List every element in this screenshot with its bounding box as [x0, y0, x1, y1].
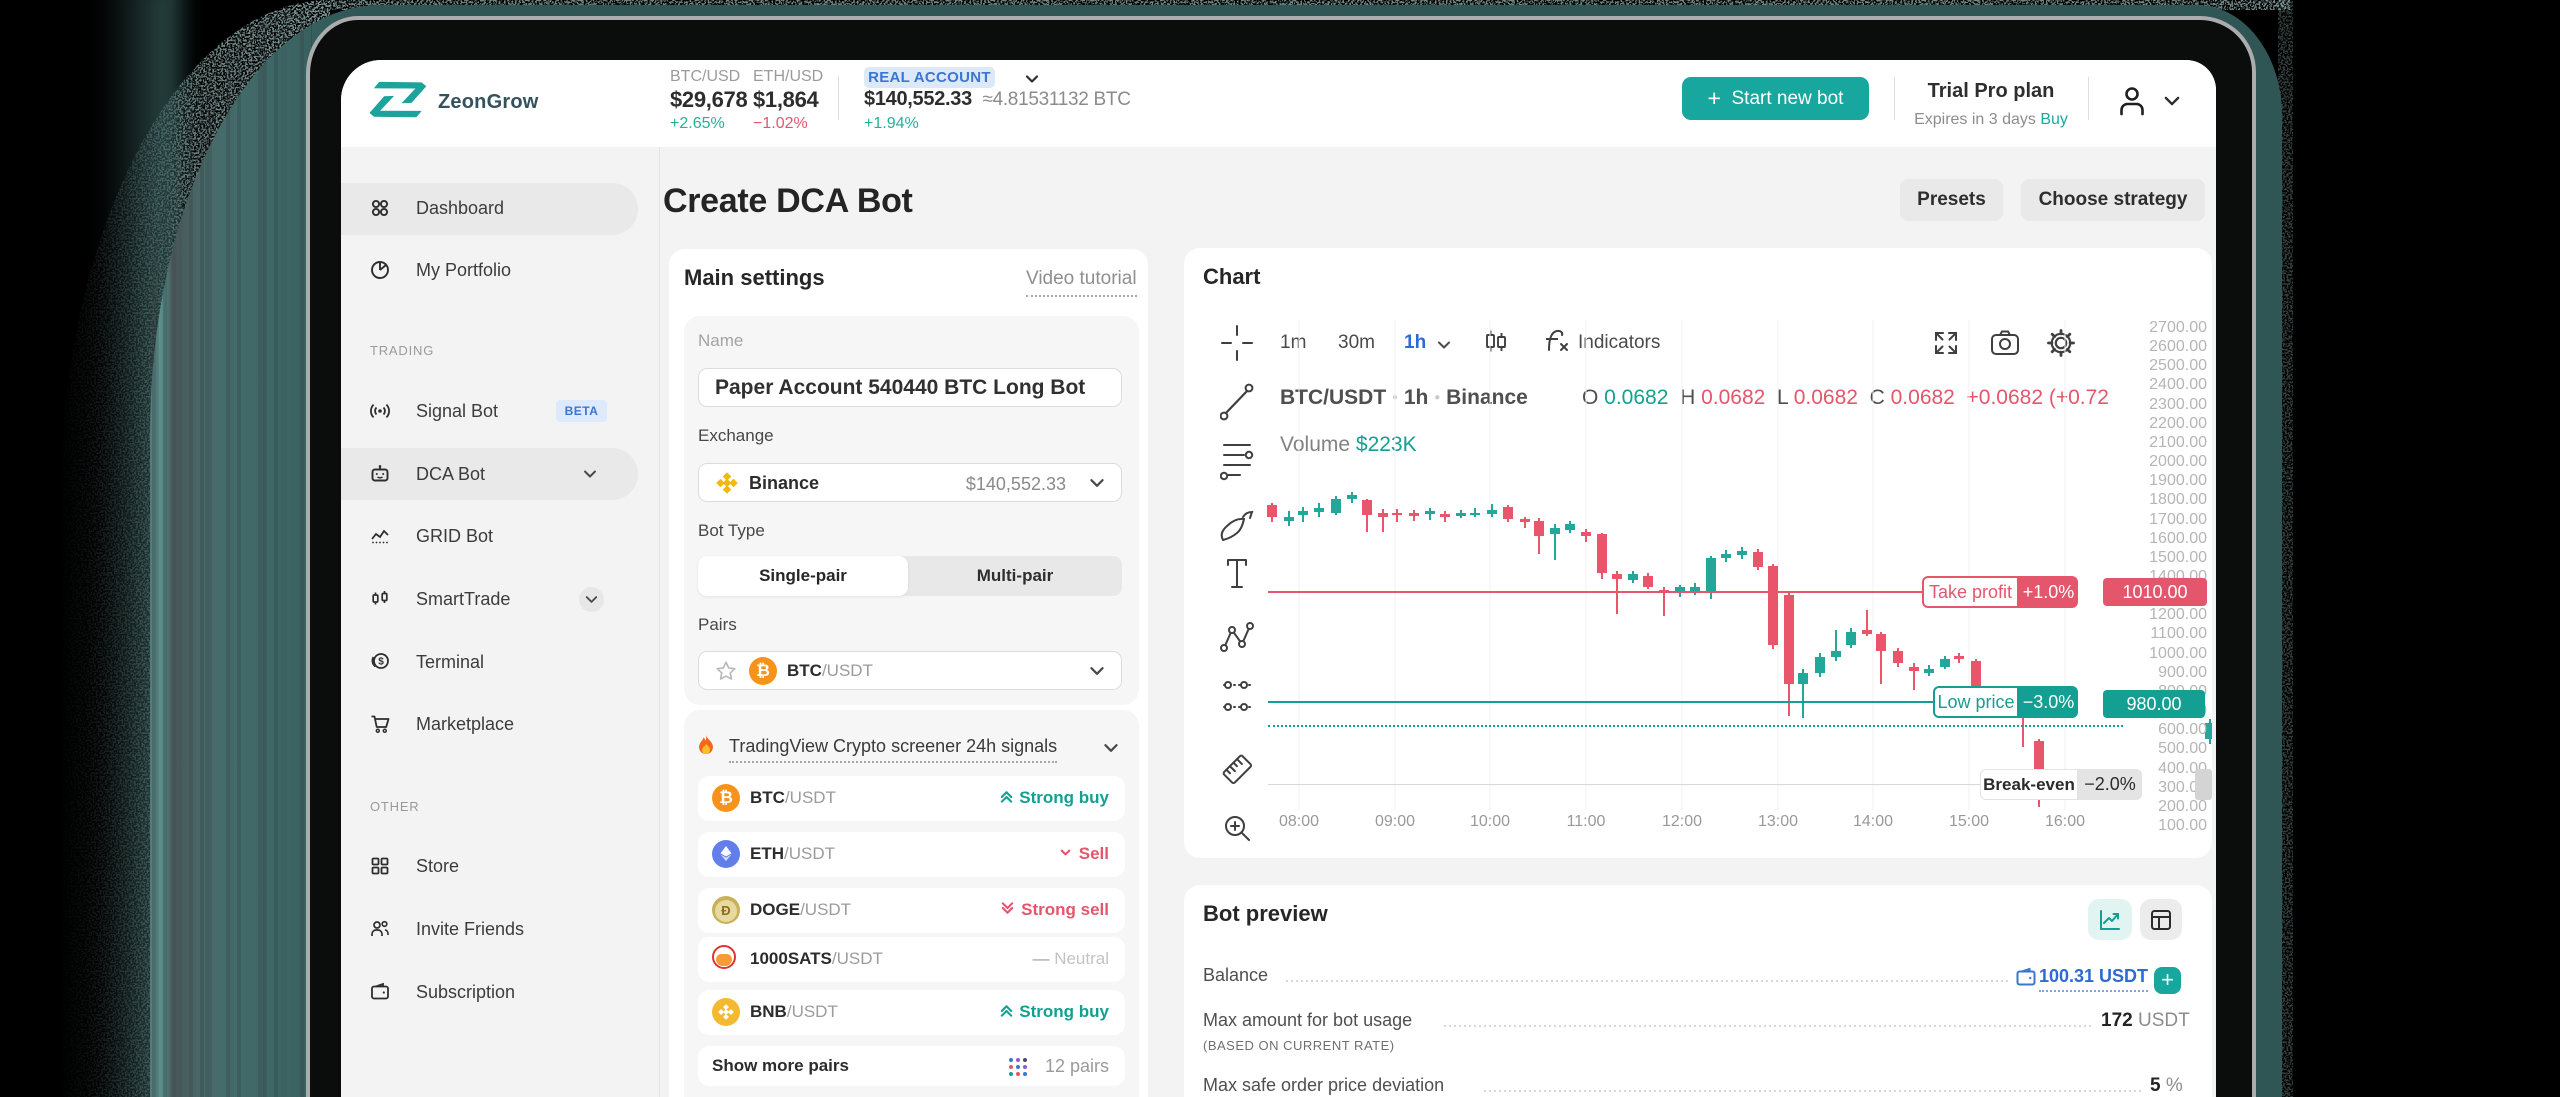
svg-text:$: $	[378, 657, 384, 668]
